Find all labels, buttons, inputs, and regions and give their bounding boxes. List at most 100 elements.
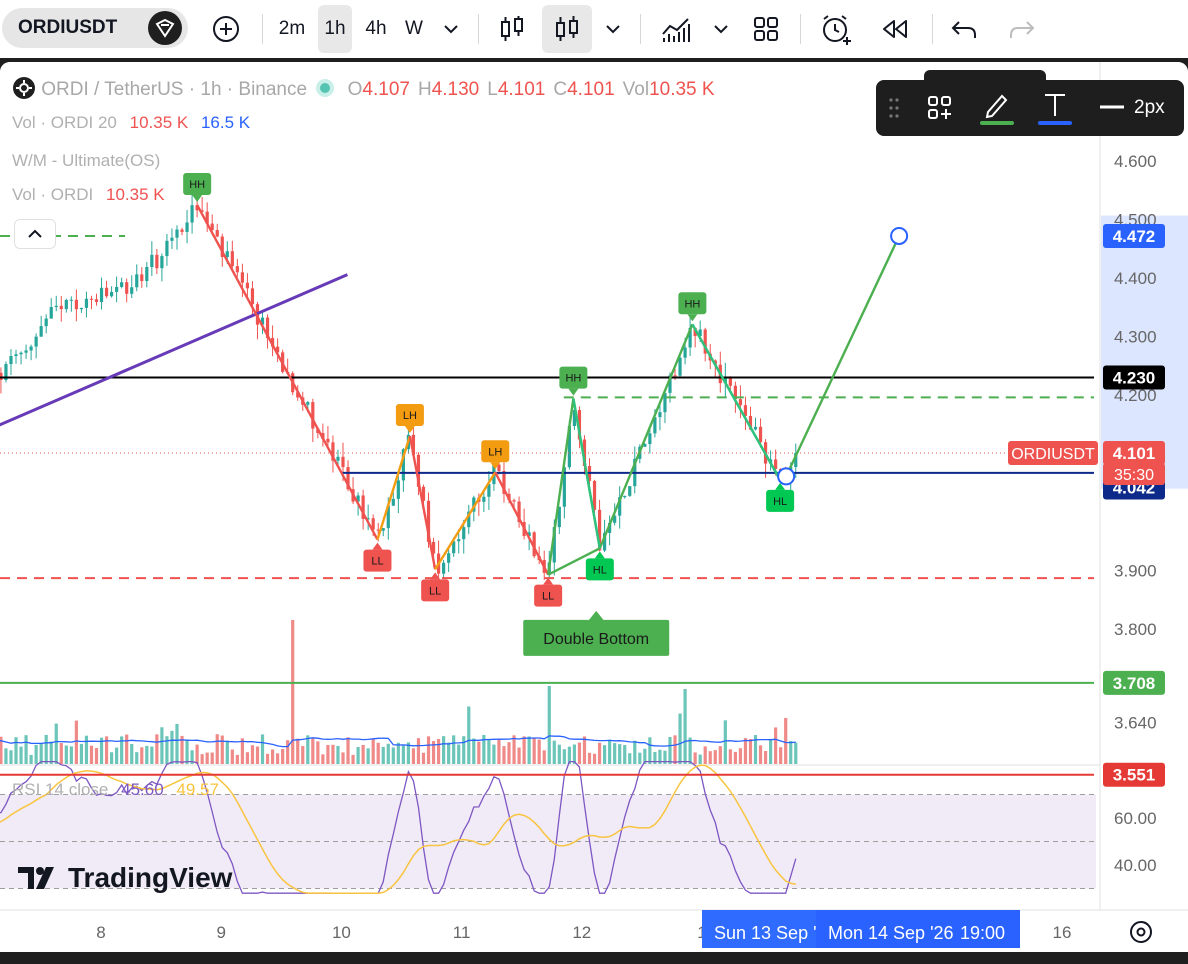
line-width-label[interactable]: 2px (1134, 97, 1165, 118)
projection-line[interactable] (785, 235, 901, 477)
wm-indicator-label[interactable]: W/M - Ultimate(OS) (12, 151, 161, 170)
projection-start-handle[interactable] (777, 467, 796, 486)
volume-bar (431, 741, 436, 764)
zigzag-segment (598, 323, 694, 549)
volume-bar (195, 744, 199, 764)
volume-bar (436, 738, 441, 764)
ohlc-key-o: O (347, 79, 363, 100)
candle (623, 495, 627, 499)
interval-1h[interactable]: 1h (318, 5, 352, 53)
add-compare-button[interactable] (204, 5, 248, 53)
volume-bar (467, 706, 471, 764)
candle (517, 496, 521, 528)
drawing-toolbar[interactable]: 2px (876, 80, 1184, 136)
pivot-label-text: LH (403, 410, 417, 422)
layout-icon (754, 17, 778, 41)
candle (738, 385, 743, 419)
interval-4h[interactable]: 4h (365, 18, 387, 39)
rsi-line (0, 760, 797, 894)
volume-bar (567, 746, 571, 764)
volume-bar (633, 740, 637, 764)
volume-bar (120, 736, 124, 764)
candle (663, 388, 667, 424)
collapse-legend-button[interactable] (14, 219, 56, 249)
volume-bar (0, 736, 3, 764)
volume-bar (753, 735, 758, 764)
chart-settings-icon[interactable] (1130, 921, 1152, 943)
volume-bar (296, 738, 300, 764)
interval-w[interactable]: W (405, 18, 423, 39)
volume-bar (537, 739, 541, 764)
pivot-label: LH (481, 440, 510, 470)
pivot-label-text: LL (429, 585, 441, 597)
candle (331, 435, 335, 473)
bar-countdown: 35:30 (1114, 467, 1154, 484)
double-bottom-annotation[interactable]: Double Bottom (523, 610, 670, 656)
volume-bar (250, 745, 255, 764)
interval-2m[interactable]: 2m (278, 18, 306, 39)
volume-bar (281, 749, 285, 764)
replay-button[interactable] (872, 5, 918, 53)
candle-style-button[interactable] (542, 5, 592, 53)
pivot-label-text: HL (773, 496, 787, 508)
projection-end-handle[interactable] (890, 226, 909, 245)
volume-bar (210, 752, 214, 764)
rsi-label[interactable]: RSI 14 close (12, 780, 109, 799)
line-color-button[interactable] (980, 88, 1014, 126)
interval-menu-button[interactable] (436, 5, 466, 53)
candle (145, 261, 149, 288)
templates-icon[interactable] (926, 94, 954, 122)
candle (195, 200, 199, 218)
volume-bar (703, 746, 707, 764)
legend-symbol-name[interactable]: ORDI / TetherUS (41, 79, 184, 100)
volume-bar (326, 744, 330, 764)
top-toolbar: ORDIUSDT 2m 1h 4h W (0, 0, 1188, 58)
redo-button[interactable] (1002, 5, 1042, 53)
alert-button[interactable] (814, 5, 860, 53)
layout-button[interactable] (744, 5, 788, 53)
candle (276, 338, 280, 363)
symbol-name[interactable]: ORDIUSDT (18, 17, 118, 38)
text-color-button[interactable] (1038, 88, 1072, 126)
volume-bar (592, 753, 597, 764)
pivot-label-text: LL (371, 556, 383, 568)
tradingview-logo[interactable]: TradingView (16, 862, 232, 894)
volume-ma-line (0, 735, 796, 748)
ohlc-value-l: 4.101 (497, 79, 546, 100)
volume-bar (457, 744, 461, 764)
price-tick-label: 3.800 (1114, 620, 1157, 639)
bar-style-button[interactable] (490, 5, 534, 53)
volume-bar (522, 736, 526, 764)
candle (336, 449, 340, 467)
volume-label[interactable]: Vol · ORDI (12, 185, 94, 204)
pivot-label: HH (183, 172, 212, 202)
undo-button[interactable] (944, 5, 984, 53)
chart-container[interactable]: 4.600 4.500 4.400 4.300 4.200 3.900 3.800 3.640… (0, 62, 1188, 952)
indicators-icon (662, 18, 690, 42)
drag-handle-icon[interactable] (888, 96, 900, 120)
volume-bar (663, 750, 667, 764)
volume-bar (512, 735, 516, 764)
indicators-menu-button[interactable] (706, 5, 736, 53)
price-axis-label-text: 3.551 (1113, 766, 1156, 785)
settings-gear-icon[interactable] (12, 76, 36, 100)
candle (245, 273, 250, 299)
trend-line[interactable] (0, 273, 349, 434)
volume-bar (351, 754, 355, 764)
candle (165, 233, 169, 266)
pivot-label-text: HH (189, 179, 205, 191)
volume-bar (89, 745, 94, 764)
chart-style-menu-button[interactable] (598, 5, 628, 53)
indicators-button[interactable] (654, 5, 698, 53)
line-width-icon[interactable] (1098, 100, 1126, 114)
volume-bar (789, 740, 793, 764)
volume-bar (170, 730, 174, 764)
zigzag-segment (547, 547, 601, 576)
volume-bar (743, 738, 748, 764)
volume-bar (336, 745, 340, 764)
candle (99, 277, 104, 310)
volume-bar (532, 738, 536, 764)
volume-bar (205, 752, 209, 764)
volume-ma-label[interactable]: Vol · ORDI 20 (12, 113, 117, 132)
price-chart[interactable]: 4.6004.5004.4004.3004.2003.9003.8003.640… (0, 62, 1188, 952)
